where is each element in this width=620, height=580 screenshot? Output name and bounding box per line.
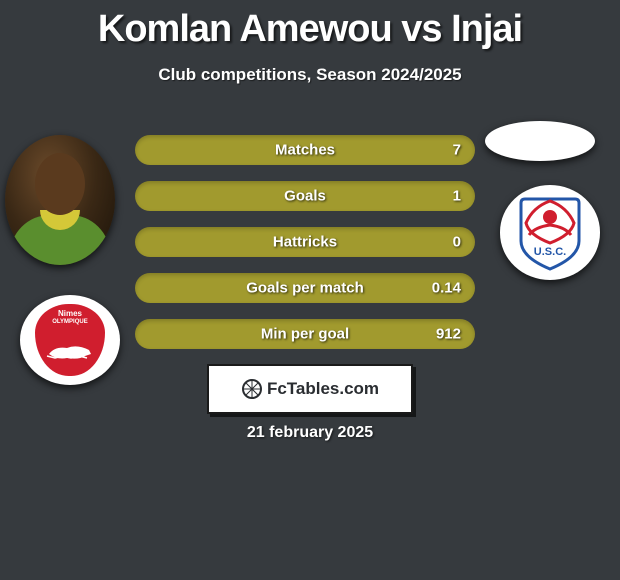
club-left-badge: Nimes OLYMPIQUE	[20, 295, 120, 385]
club-left-name-line2: OLYMPIQUE	[52, 319, 87, 325]
player-left-photo	[5, 135, 115, 265]
stat-bar-hattricks: Hattricks 0	[135, 227, 475, 257]
stat-value: 7	[453, 142, 461, 159]
stat-bar-mpg: Min per goal 912	[135, 319, 475, 349]
date: 21 february 2025	[0, 424, 620, 442]
svg-text:U.S.C.: U.S.C.	[534, 246, 566, 258]
usc-shield-icon: U.S.C.	[517, 195, 583, 271]
watermark: FcTables.com	[207, 364, 413, 414]
comparison-subtitle: Club competitions, Season 2024/2025	[0, 65, 620, 85]
nimes-shield-icon: Nimes OLYMPIQUE	[35, 304, 105, 376]
stat-label: Matches	[135, 142, 475, 159]
stat-bar-gpm: Goals per match 0.14	[135, 273, 475, 303]
stat-value: 0	[453, 234, 461, 251]
comparison-title: Komlan Amewou vs Injai	[0, 0, 620, 51]
stat-bar-matches: Matches 7	[135, 135, 475, 165]
stat-label: Hattricks	[135, 234, 475, 251]
watermark-text: FcTables.com	[267, 379, 379, 399]
stat-bars: Matches 7 Goals 1 Hattricks 0 Goals per …	[135, 135, 475, 365]
stat-bar-goals: Goals 1	[135, 181, 475, 211]
stat-value: 1	[453, 188, 461, 205]
stat-value: 912	[436, 326, 461, 343]
stat-value: 0.14	[432, 280, 461, 297]
fctables-logo-icon	[241, 378, 263, 400]
stats-area: U.S.C. Nimes OLYMPIQUE Matches 7 Goals 1…	[0, 123, 620, 383]
stat-label: Goals per match	[135, 280, 475, 297]
stat-label: Min per goal	[135, 326, 475, 343]
player-right-photo	[485, 121, 595, 161]
stat-label: Goals	[135, 188, 475, 205]
club-left-name-line1: Nimes	[58, 310, 82, 318]
club-right-badge: U.S.C.	[500, 185, 600, 280]
crocodile-icon	[45, 336, 95, 366]
